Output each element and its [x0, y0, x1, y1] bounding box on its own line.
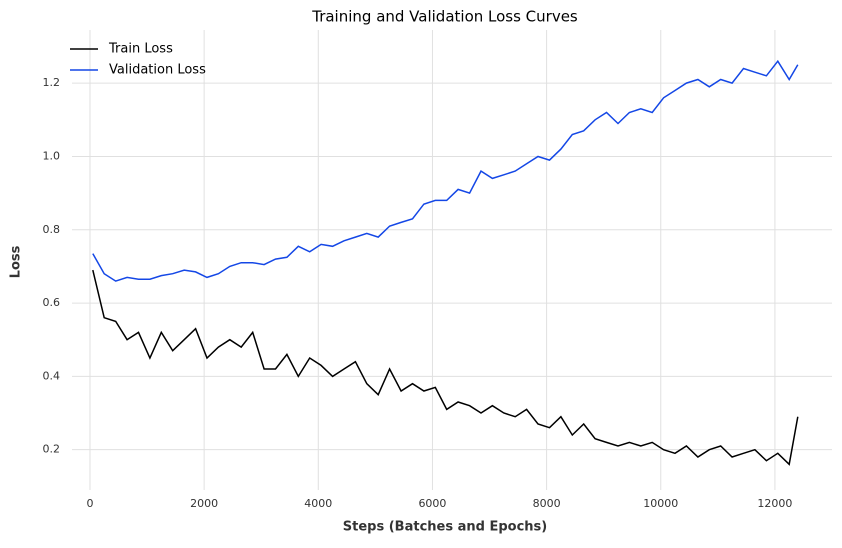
y-tick-label: 0.2 [43, 443, 61, 456]
chart-title: Training and Validation Loss Curves [311, 8, 578, 26]
x-tick-label: 8000 [533, 497, 561, 510]
line-series [92, 269, 799, 466]
legend-label: Validation Loss [109, 63, 206, 78]
x-tick-label: 4000 [304, 497, 332, 510]
y-tick-label: 1.2 [43, 76, 61, 89]
x-tick-label: 10000 [643, 497, 678, 510]
x-tick-label: 2000 [190, 497, 218, 510]
y-tick-label: 0.8 [43, 223, 61, 236]
x-tick-label: 0 [86, 497, 93, 510]
y-axis-label: Loss [9, 245, 24, 278]
y-tick-label: 0.4 [43, 369, 61, 382]
y-tick-label: 1.0 [43, 149, 61, 162]
line-series [92, 59, 799, 282]
y-tick-label: 0.6 [43, 296, 61, 309]
x-tick-label: 12000 [757, 497, 792, 510]
x-tick-label: 6000 [418, 497, 446, 510]
x-axis-label: Steps (Batches and Epochs) [343, 520, 547, 535]
legend-label: Train Loss [108, 42, 173, 57]
